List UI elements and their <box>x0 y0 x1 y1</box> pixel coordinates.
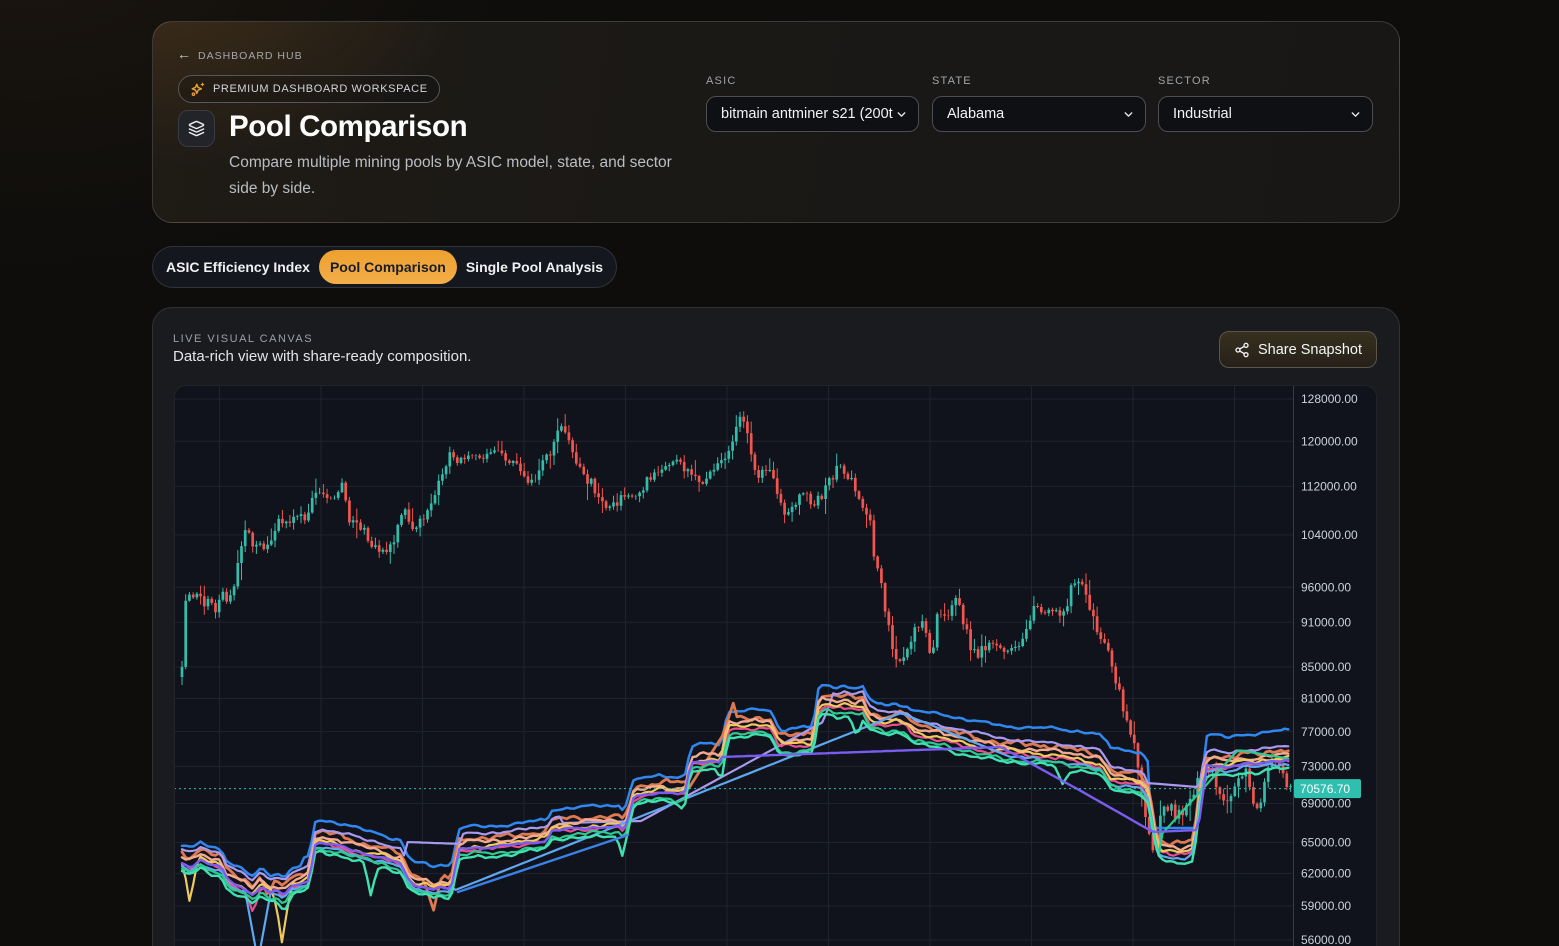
svg-text:56000.00: 56000.00 <box>1301 933 1351 946</box>
svg-text:62000.00: 62000.00 <box>1301 867 1351 881</box>
svg-text:65000.00: 65000.00 <box>1301 836 1351 850</box>
svg-text:85000.00: 85000.00 <box>1301 660 1351 674</box>
svg-text:91000.00: 91000.00 <box>1301 616 1351 630</box>
svg-text:73000.00: 73000.00 <box>1301 760 1351 774</box>
svg-text:69000.00: 69000.00 <box>1301 797 1351 811</box>
svg-text:59000.00: 59000.00 <box>1301 899 1351 913</box>
svg-text:104000.00: 104000.00 <box>1301 528 1358 542</box>
svg-text:112000.00: 112000.00 <box>1301 480 1357 494</box>
svg-text:128000.00: 128000.00 <box>1301 392 1358 406</box>
svg-text:70576.70: 70576.70 <box>1300 782 1350 796</box>
svg-text:77000.00: 77000.00 <box>1301 725 1351 739</box>
svg-text:120000.00: 120000.00 <box>1301 434 1358 448</box>
svg-text:81000.00: 81000.00 <box>1301 692 1351 706</box>
svg-text:96000.00: 96000.00 <box>1301 581 1351 595</box>
